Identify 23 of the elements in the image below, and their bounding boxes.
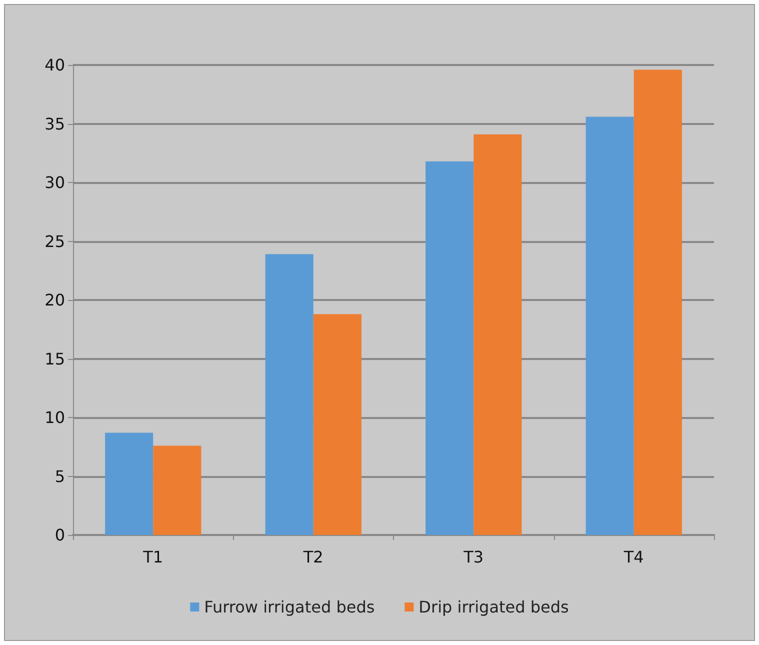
bar xyxy=(426,161,474,535)
bar xyxy=(586,116,634,535)
bar xyxy=(265,254,314,535)
x-tick-label: T1 xyxy=(142,548,164,566)
bar xyxy=(153,446,202,535)
bar xyxy=(634,70,682,535)
legend-label: Furrow irrigated beds xyxy=(204,598,375,616)
y-tick-label: 15 xyxy=(44,349,65,368)
bar xyxy=(105,432,154,535)
y-tick-label: 20 xyxy=(44,290,65,310)
y-tick-label: 10 xyxy=(44,408,65,427)
legend-label: Drip irrigated beds xyxy=(418,598,569,616)
y-tick-label: 35 xyxy=(44,114,65,134)
x-tick-label: T2 xyxy=(302,548,324,566)
y-tick-label: 5 xyxy=(54,466,65,486)
y-tick-label: 0 xyxy=(54,526,65,544)
x-tick-label: T3 xyxy=(462,548,484,566)
x-tick-label: T4 xyxy=(622,548,644,566)
bar xyxy=(313,314,362,535)
y-tick-label: 25 xyxy=(44,232,65,251)
y-tick-label: 30 xyxy=(44,173,65,192)
y-tick-label: 40 xyxy=(44,56,65,74)
bar xyxy=(474,134,522,535)
